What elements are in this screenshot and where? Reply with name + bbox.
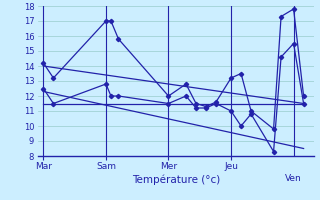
X-axis label: Température (°c): Température (°c) xyxy=(132,175,220,185)
Text: Ven: Ven xyxy=(285,174,302,183)
